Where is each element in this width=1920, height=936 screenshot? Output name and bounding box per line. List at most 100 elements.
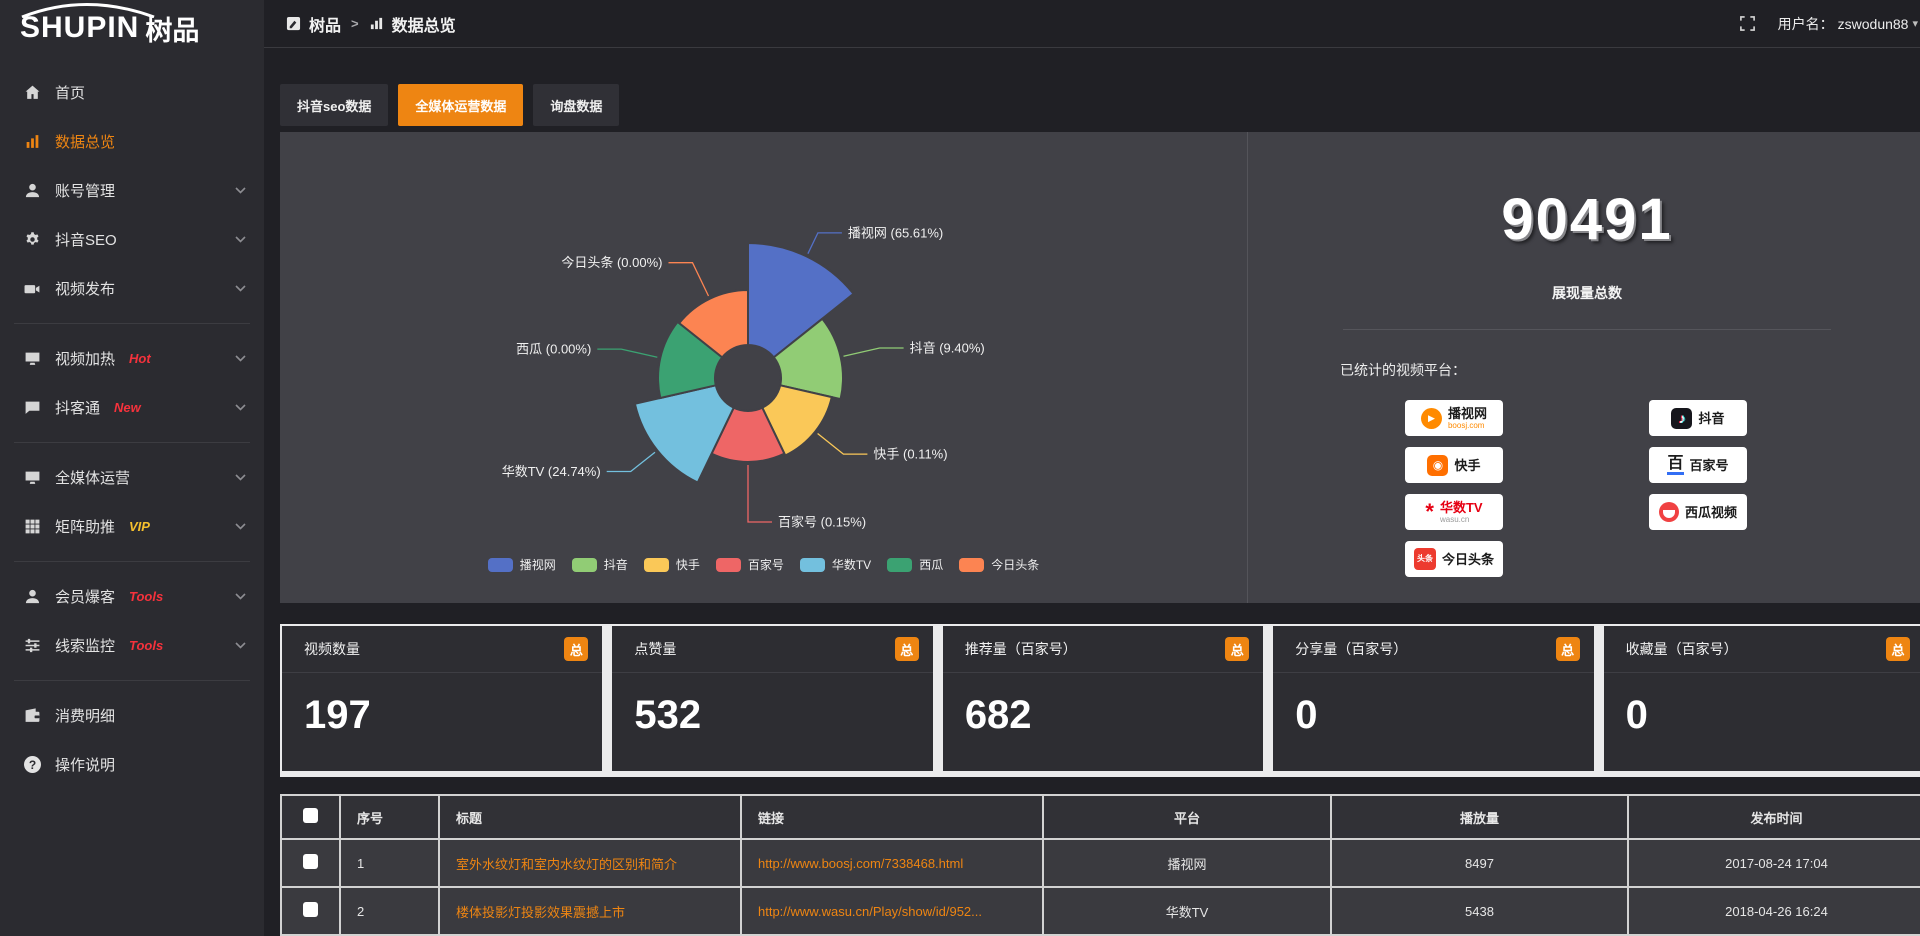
legend-item-华数TV[interactable]: 华数TV [799, 556, 871, 573]
chevron-down-icon [235, 642, 246, 649]
menu-divider [14, 442, 250, 443]
sidebar-item-home[interactable]: 首页 [0, 68, 264, 117]
platform-badge-xigua: 西瓜视频 [1649, 494, 1747, 530]
legend-label: 播视网 [519, 558, 556, 572]
legend-swatch [799, 557, 825, 572]
pie-slice-华数TV[interactable] [633, 384, 736, 484]
sidebar-item-video-heating[interactable]: 视频加热 Hot [0, 334, 264, 383]
home-icon [24, 84, 41, 101]
sidebar-item-operation-guide[interactable]: ? 操作说明 [0, 740, 264, 789]
legend-swatch [887, 557, 913, 572]
stat-card-value: 682 [964, 693, 1032, 737]
row-plays-cell: 8497 [1332, 840, 1627, 886]
breadcrumb-root[interactable]: 树品 [309, 17, 342, 35]
legend-label: 百家号 [747, 558, 784, 572]
legend-item-快手[interactable]: 快手 [643, 556, 700, 573]
summary-divider [1342, 329, 1832, 330]
douyin-logo-icon: ♪ [1671, 407, 1693, 429]
sidebar-item-tag: Hot [129, 351, 151, 366]
legend-item-百家号[interactable]: 百家号 [715, 556, 784, 573]
total-badge-button[interactable]: 总 [894, 637, 919, 661]
video-url-link[interactable]: http://www.wasu.cn/Play/show/id/952... [758, 903, 982, 919]
sidebar-item-lead-monitor[interactable]: 线索监控 Tools [0, 621, 264, 670]
sidebar-item-consumption-detail[interactable]: 消费明细 [0, 691, 264, 740]
tab-询盘数据[interactable]: 询盘数据 [533, 84, 620, 126]
pie-label-line-快手 [817, 432, 868, 455]
pie-slice-今日头条[interactable] [677, 288, 749, 359]
platform-name: 今日头条 [1441, 551, 1494, 567]
row-title-cell: 室外水纹灯和室内水纹灯的区别和简介 [440, 840, 740, 886]
total-badge-button[interactable]: 总 [1225, 637, 1250, 661]
legend-item-播视网[interactable]: 播视网 [487, 556, 556, 573]
video-url-link[interactable]: http://www.boosj.com/7338468.html [758, 855, 964, 871]
legend-item-今日头条[interactable]: 今日头条 [959, 556, 1039, 573]
platform-badges-right: ♪ 抖音百百家号 西瓜视频 [1649, 400, 1747, 577]
sidebar-item-omni-media[interactable]: 全媒体运营 [0, 453, 264, 502]
logo-text-en: SHUPIN [20, 11, 140, 44]
sidebar-item-douyin-seo[interactable]: 抖音SEO [0, 215, 264, 264]
table-header-标题: 标题 [440, 796, 740, 838]
rose-pie-chart: 播视网 (65.61%) 抖音 (9.40%) 快手 (0.11%) 百家号 (0.1… [502, 225, 985, 529]
total-badge-button[interactable]: 总 [1555, 637, 1580, 661]
sidebar-item-member-burst[interactable]: 会员爆客 Tools [0, 572, 264, 621]
sidebar-item-label: 视频加热 [55, 351, 116, 368]
pie-slice-播视网[interactable] [747, 241, 855, 359]
sidebar-item-label: 抖客通 [55, 400, 101, 417]
tab-全媒体运营数据[interactable]: 全媒体运营数据 [398, 84, 524, 126]
total-badge-button[interactable]: 总 [1886, 637, 1911, 661]
person-icon [24, 588, 41, 605]
breadcrumb-current[interactable]: 数据总览 [391, 17, 456, 35]
legend-swatch [643, 557, 669, 572]
video-icon [24, 280, 41, 297]
stat-card-点赞量: 点赞量 总 532 [612, 626, 933, 771]
logo-arc-icon [21, 3, 155, 18]
baijiahao-logo-icon: 百 [1667, 455, 1684, 476]
total-badge-button[interactable]: 总 [564, 637, 589, 661]
user-dropdown[interactable]: 用户名： zswodun88 ▾ [1778, 14, 1918, 34]
overview-icon [369, 16, 384, 31]
xigua-logo-icon [1658, 502, 1679, 522]
select-all-checkbox[interactable] [303, 808, 318, 823]
breadcrumb: 树品 > 数据总览 [286, 12, 456, 36]
row-checkbox[interactable] [303, 854, 318, 869]
video-title-link[interactable]: 楼体投影灯投影效果震撼上市 [456, 904, 626, 920]
sidebar-item-account-management[interactable]: 账号管理 [0, 166, 264, 215]
legend-item-西瓜[interactable]: 西瓜 [887, 556, 943, 573]
wasu-logo-icon: * [1425, 499, 1434, 524]
row-checkbox[interactable] [303, 902, 318, 917]
platform-sub: boosj.com [1447, 420, 1485, 430]
gear-icon [24, 231, 41, 248]
pie-slice-快手[interactable] [760, 384, 833, 457]
video-title-link[interactable]: 室外水纹灯和室内水纹灯的区别和简介 [456, 856, 678, 872]
sidebar-item-matrix-boost[interactable]: 矩阵助推 VIP [0, 502, 264, 551]
topbar: 树品 > 数据总览 用户名： zswodun88 ▾ [264, 0, 1920, 48]
pie-label-line-播视网 [807, 232, 842, 254]
legend-swatch [715, 557, 741, 572]
stat-card-title: 收藏量（百家号） [1625, 641, 1738, 657]
row-select-cell [282, 840, 339, 886]
platform-sub: wasu.cn [1439, 514, 1470, 524]
pie-label-华数TV: 华数TV (24.74%) [502, 464, 601, 479]
sidebar-item-label: 矩阵助推 [55, 519, 116, 536]
legend-item-抖音[interactable]: 抖音 [571, 556, 628, 573]
platform-badge-boosj: ▶ 播视网 boosj.com [1405, 400, 1503, 436]
row-platform-cell: 华数TV [1044, 888, 1330, 934]
sidebar-item-data-overview[interactable]: 数据总览 [0, 117, 264, 166]
pie-slice-抖音[interactable] [772, 317, 844, 401]
sidebar-item-video-publish[interactable]: 视频发布 [0, 264, 264, 313]
pie-label-line-抖音 [843, 347, 904, 357]
platform-badges: ▶ 播视网 boosj.com ◉ 快手 * 华数TV wasu.cn 头条 今日头条 ♪ 抖音百百… [1405, 400, 1920, 577]
tab-抖音seo数据[interactable]: 抖音seo数据 [280, 84, 389, 126]
platform-badge-text: 播视网 boosj.com [1448, 407, 1487, 430]
platform-badge-text: 快手 [1454, 459, 1480, 472]
username-label: 用户名： [1777, 15, 1834, 32]
row-time-cell: 2018-04-26 16:24 [1629, 888, 1920, 934]
kuaishou-logo-icon: ◉ [1427, 454, 1449, 476]
table-head: 序号 标题 链接 平台 播放量 发布时间 [282, 796, 1920, 838]
overview-panel: 播视网 (65.61%) 抖音 (9.40%) 快手 (0.11%) 百家号 (0.1… [280, 132, 1920, 603]
fullscreen-icon[interactable] [1739, 15, 1756, 32]
sidebar: SHUPIN 树品 首页 数据总览 账号管理 抖音SEO 视频发布 视频加热 Hot 抖客通 N… [0, 0, 264, 936]
sidebar-item-douketong[interactable]: 抖客通 New [0, 383, 264, 432]
pie-slice-西瓜[interactable] [657, 320, 724, 400]
summary-zone: 90491 展现量总数 已统计的视频平台： ▶ 播视网 boosj.com ◉ 快手 * 华… [1247, 132, 1920, 603]
